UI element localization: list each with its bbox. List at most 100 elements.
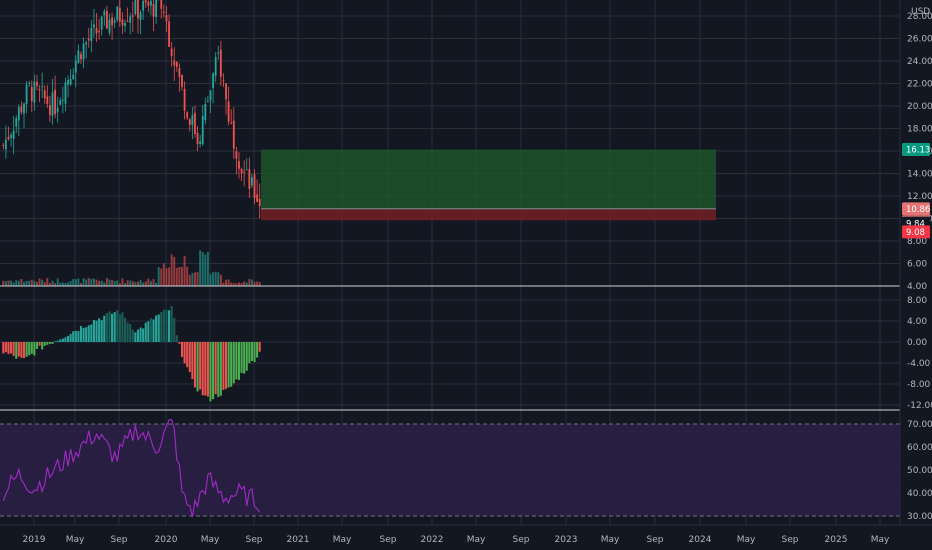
histogram-bar	[82, 327, 85, 342]
volume-bar	[95, 279, 98, 286]
time-axis[interactable]: 2019 May Sep 2020 May Sep 2021 May Sep 2022 May Sep…	[23, 535, 890, 545]
price-axis[interactable]: 28.0026.0024.0022.0020.0018.0016.0014.00…	[902, 12, 932, 522]
histogram-bar	[12, 342, 15, 357]
histogram-bar	[188, 342, 191, 373]
candle-body	[235, 151, 238, 159]
volume-bar	[227, 279, 230, 286]
histogram-bar	[219, 342, 222, 396]
histogram-bar	[30, 342, 33, 354]
candle-body	[69, 79, 72, 85]
histogram-bar	[41, 342, 44, 350]
y-tick-label: 6.00	[907, 260, 927, 270]
candle-body	[124, 22, 126, 27]
candle-body	[43, 90, 46, 99]
x-tick-label: Sep	[513, 535, 530, 545]
price-badge-low	[902, 225, 930, 239]
histogram-bar	[28, 342, 31, 356]
volume-bar	[165, 268, 168, 286]
x-tick-label: Sep	[246, 535, 263, 545]
volume-bar	[126, 280, 129, 286]
volume-bar	[74, 279, 77, 286]
candle-body	[118, 7, 121, 22]
candle-body	[4, 139, 7, 150]
y-tick-label: 28.00	[907, 12, 932, 22]
candle-body	[251, 177, 253, 186]
candle-body	[194, 112, 196, 134]
x-tick-label: May	[333, 535, 352, 545]
candle-body	[217, 52, 220, 54]
target-zone[interactable]	[261, 149, 716, 209]
histogram-bar	[196, 342, 199, 392]
y-tick-label: 60.00	[907, 443, 932, 453]
candle-body	[56, 107, 59, 113]
stop-zone[interactable]	[261, 208, 716, 221]
volume-bar	[10, 280, 13, 286]
volume-bar	[124, 283, 127, 286]
volume-bar	[59, 282, 62, 286]
candle-body	[214, 57, 217, 76]
histogram-bar	[253, 342, 256, 362]
y-tick-label: 12.00	[907, 192, 932, 202]
histogram-bar	[139, 327, 142, 342]
volume-bar	[162, 263, 165, 286]
histogram-bar	[232, 342, 235, 384]
candle-body	[230, 122, 233, 124]
histogram-bar	[43, 342, 46, 346]
candle-body	[209, 90, 212, 101]
volume-bar	[111, 279, 114, 286]
histogram-bar	[111, 313, 114, 342]
volume-bar	[139, 279, 142, 286]
volume-bar	[131, 281, 134, 286]
histogram-bar	[90, 324, 93, 342]
x-tick-label: Sep	[647, 535, 664, 545]
candle-body	[87, 38, 90, 41]
candle-body	[28, 82, 31, 84]
histogram-bar	[183, 342, 186, 364]
candle-body	[142, 1, 145, 11]
candle-body	[103, 11, 106, 16]
candle-body	[38, 89, 41, 91]
volume-bar	[67, 282, 70, 286]
y-tick-label: -8.00	[907, 380, 931, 390]
volume-bar	[30, 279, 33, 286]
histogram-bar	[92, 320, 95, 342]
histogram-bar	[152, 319, 155, 342]
candle-body	[54, 89, 57, 115]
volume-bar	[183, 255, 186, 286]
y-tick-label: 8.00	[907, 296, 927, 306]
histogram-bar	[56, 340, 59, 342]
candle-body	[199, 141, 202, 145]
volume-bar	[28, 280, 31, 286]
rsi-band	[0, 424, 900, 516]
volume-bar	[258, 282, 261, 286]
volume-bar	[54, 283, 57, 286]
y-tick-label: 50.00	[907, 466, 932, 476]
histogram-bar	[10, 342, 13, 354]
histogram-bar	[22, 342, 26, 359]
volume-bar	[100, 280, 103, 286]
candle-body	[170, 48, 173, 57]
histogram-bar	[48, 342, 51, 344]
candle-body	[25, 84, 28, 104]
volume-bar	[204, 254, 207, 286]
candle-body	[116, 6, 119, 20]
candle-body	[105, 10, 108, 29]
x-tick-label: 2025	[825, 535, 848, 545]
histogram-bar	[113, 312, 116, 342]
x-tick-label: 2022	[421, 535, 444, 545]
candle-body	[33, 81, 36, 103]
candle-body	[240, 168, 243, 174]
candle-body	[12, 130, 15, 139]
candle-body	[165, 15, 168, 22]
volume-bar	[168, 267, 171, 286]
volume-bar	[181, 266, 183, 286]
candle-body	[51, 92, 54, 116]
histogram-bar	[15, 342, 18, 359]
volume-bar	[69, 281, 72, 286]
volume-bar	[121, 278, 124, 286]
candle-body	[15, 118, 18, 127]
histogram-bar	[105, 313, 108, 342]
candle-body	[23, 103, 25, 114]
histogram-bar	[136, 329, 140, 342]
